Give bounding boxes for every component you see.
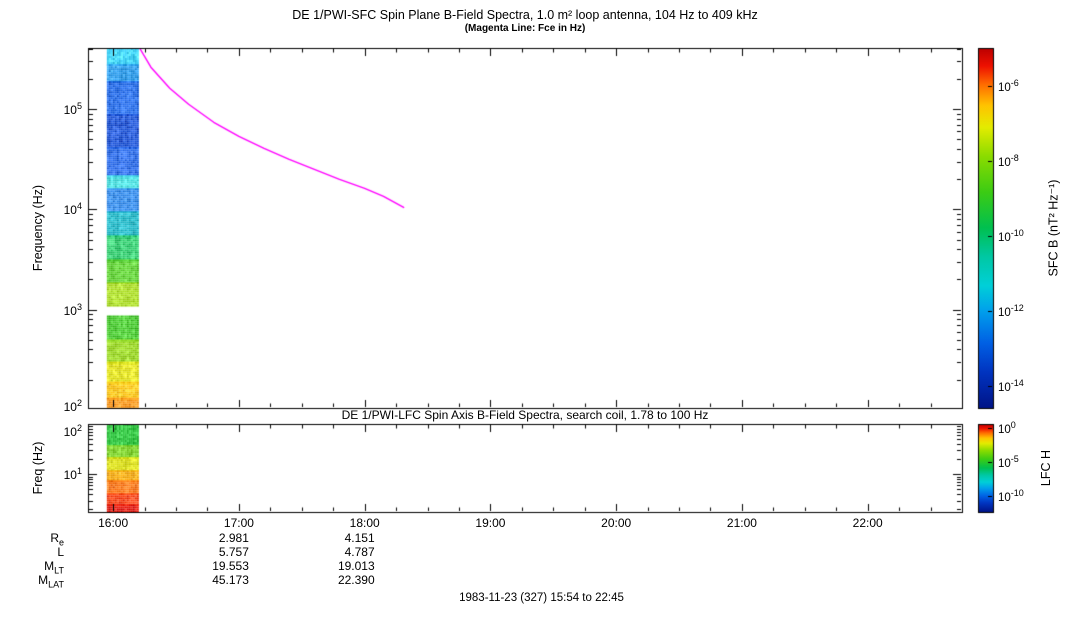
orbit-param-label: MLT	[0, 559, 64, 575]
time-tick-label: 22:00	[852, 516, 883, 530]
orbit-param-label-sub: e	[58, 537, 64, 548]
figure-caption: 1983-11-23 (327) 15:54 to 22:45	[459, 592, 624, 604]
orbit-param-label-main: M	[38, 573, 49, 587]
sfc-colorbar-tick-exp: -10	[1010, 227, 1024, 238]
orbit-param-value: 2.981	[218, 531, 249, 545]
time-tick-label: 17:00	[223, 516, 254, 530]
lfc-colorbar-tick-label: 100	[998, 420, 1016, 436]
sfc-colorbar-tick-exp: -14	[1010, 377, 1024, 388]
time-tick-label: 21:00	[726, 516, 757, 530]
magenta-line-legend: (Magenta Line: Fce in Hz)	[464, 23, 586, 34]
sfc-plot-title: DE 1/PWI-SFC Spin Plane B-Field Spectra,…	[292, 8, 758, 22]
lfc-y-tick-label: 101	[40, 466, 82, 482]
sfc-colorbar-tick-exp: -8	[1010, 152, 1019, 163]
lfc-colorbar-tick-exp: -5	[1010, 453, 1019, 464]
time-tick-label: 18:00	[349, 516, 380, 530]
orbit-param-value: 4.151	[344, 531, 375, 545]
sfc-colorbar-label: SFC B (nT² Hz⁻¹)	[1046, 179, 1061, 277]
sfc-y-tick-label: 103	[40, 302, 82, 318]
sfc-colorbar-tick-base: 10	[998, 306, 1011, 319]
sfc-colorbar-tick-exp: -6	[1010, 77, 1019, 88]
time-tick-label: 16:00	[98, 516, 129, 530]
sfc-colorbar-tick-base: 10	[998, 381, 1011, 394]
orbit-param-value: 4.787	[344, 545, 375, 559]
time-tick-label: 19:00	[475, 516, 506, 530]
orbit-param-label-sub: LAT	[48, 579, 64, 590]
sfc-y-tick-exp: 2	[76, 398, 82, 408]
sfc-colorbar-tick-base: 10	[998, 156, 1011, 169]
sfc-colorbar-tick-base: 10	[998, 81, 1011, 94]
lfc-colorbar-tick-base: 10	[998, 491, 1011, 504]
sfc-y-tick-base: 10	[63, 400, 77, 414]
sfc-y-tick-exp: 3	[76, 301, 82, 312]
sfc-y-tick-label: 105	[40, 101, 82, 117]
orbit-param-value: 19.553	[212, 559, 249, 573]
sfc-colorbar-tick-base: 10	[998, 231, 1011, 244]
sfc-y-tick-exp: 5	[76, 101, 82, 112]
orbit-param-value: 22.390	[337, 573, 375, 587]
lfc-y-tick-base: 10	[63, 425, 77, 439]
orbit-param-label: MLAT	[0, 573, 64, 589]
sfc-colorbar-tick-label: 10-8	[998, 153, 1019, 169]
orbit-param-label-main: L	[57, 545, 64, 559]
sfc-y-tick-exp: 4	[76, 201, 82, 212]
lfc-colorbar-label: LFC H	[1039, 449, 1053, 487]
sfc-y-tick-base: 10	[63, 303, 77, 318]
orbit-param-label-sub: LT	[54, 565, 64, 576]
sfc-y-tick-label: 104	[40, 201, 82, 217]
sfc-colorbar-tick-exp: -12	[1010, 302, 1024, 313]
orbit-param-label-main: R	[50, 531, 59, 545]
lfc-plot-title: DE 1/PWI-LFC Spin Axis B-Field Spectra, …	[341, 408, 709, 422]
lfc-colorbar-tick-base: 10	[998, 423, 1011, 436]
lfc-colorbar-tick-exp: -10	[1010, 487, 1024, 498]
lfc-colorbar-tick-exp: 0	[1010, 420, 1016, 431]
orbit-param-value: 19.013	[337, 559, 375, 573]
sfc-colorbar-tick-label: 10-10	[998, 228, 1024, 244]
sfc-colorbar-tick-label: 10-12	[998, 303, 1024, 319]
lfc-y-tick-base: 10	[63, 468, 77, 483]
sfc-colorbar-tick-label: 10-14	[998, 378, 1024, 394]
orbit-param-label: Re	[0, 531, 64, 547]
lfc-colorbar-tick-base: 10	[998, 457, 1011, 470]
sfc-y-tick-label: 102	[40, 398, 82, 414]
lfc-colorbar-tick-label: 10-10	[998, 488, 1024, 504]
lfc-colorbar-tick-label: 10-5	[998, 454, 1019, 470]
lfc-y-tick-label: 102	[40, 423, 82, 439]
sfc-y-tick-base: 10	[63, 103, 77, 118]
time-tick-label: 20:00	[601, 516, 632, 530]
lfc-y-tick-exp: 1	[76, 466, 82, 477]
orbit-param-label: L	[0, 545, 64, 559]
orbit-param-label-main: M	[44, 559, 55, 573]
lfc-y-tick-exp: 2	[76, 423, 82, 433]
orbit-param-value: 45.173	[212, 573, 249, 587]
sfc-y-tick-base: 10	[63, 203, 77, 218]
orbit-param-value: 5.757	[218, 545, 249, 559]
sfc-frequency-axis-label: Frequency (Hz)	[31, 184, 45, 272]
sfc-colorbar-tick-label: 10-6	[998, 78, 1019, 94]
